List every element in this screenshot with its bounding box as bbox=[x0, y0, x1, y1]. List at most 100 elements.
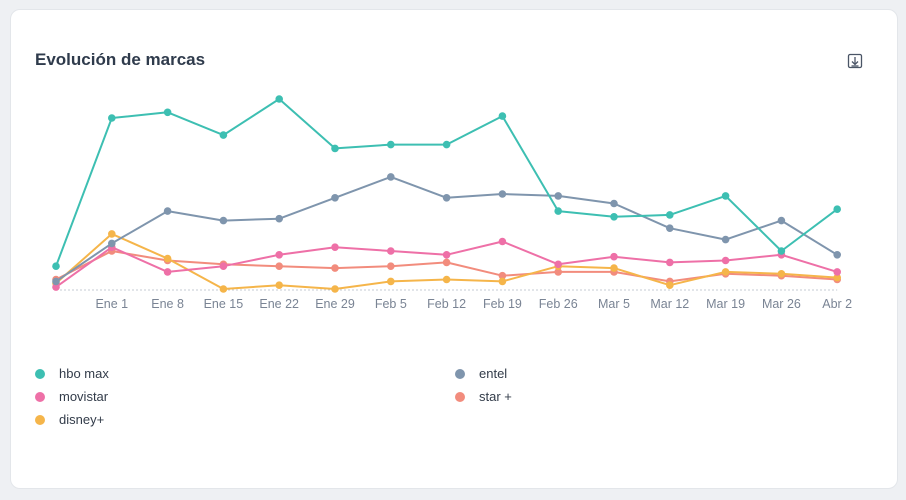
legend-marker bbox=[455, 368, 465, 379]
data-point-movistar[interactable] bbox=[554, 260, 562, 269]
x-tick-label: Ene 15 bbox=[204, 297, 244, 311]
data-point-disney[interactable] bbox=[721, 268, 730, 276]
legend-marker bbox=[35, 414, 45, 425]
data-point-entel[interactable] bbox=[219, 216, 228, 225]
data-point-movistar[interactable] bbox=[442, 251, 451, 259]
series-entel bbox=[52, 173, 841, 286]
data-point-disney[interactable] bbox=[666, 281, 674, 290]
data-point-disney[interactable] bbox=[387, 277, 395, 286]
data-point-hbo-max[interactable] bbox=[777, 247, 786, 255]
legend-label: hbo max bbox=[59, 366, 109, 381]
data-point-hbo-max[interactable] bbox=[387, 140, 395, 149]
data-point-star[interactable] bbox=[387, 262, 395, 270]
legend-item-star[interactable]: star + bbox=[455, 389, 512, 404]
series-disney bbox=[52, 230, 841, 293]
legend-label: movistar bbox=[59, 389, 109, 404]
data-point-entel[interactable] bbox=[554, 192, 562, 200]
legend-item-movistar[interactable]: movistar bbox=[35, 389, 108, 404]
data-point-disney[interactable] bbox=[331, 285, 339, 293]
data-point-movistar[interactable] bbox=[498, 237, 507, 246]
data-point-entel[interactable] bbox=[331, 194, 339, 202]
data-point-movistar[interactable] bbox=[387, 247, 395, 255]
data-point-entel[interactable] bbox=[442, 194, 451, 202]
x-tick-label: Mar 26 bbox=[762, 297, 801, 311]
legend-item-hbo-max[interactable]: hbo max bbox=[35, 366, 109, 381]
data-point-entel[interactable] bbox=[163, 207, 172, 215]
data-point-hbo-max[interactable] bbox=[498, 112, 507, 120]
data-point-disney[interactable] bbox=[442, 275, 451, 284]
data-point-hbo-max[interactable] bbox=[163, 108, 172, 117]
data-point-hbo-max[interactable] bbox=[666, 211, 674, 219]
data-point-movistar[interactable] bbox=[331, 243, 339, 251]
data-point-entel[interactable] bbox=[387, 173, 395, 181]
legend-item-entel[interactable]: entel bbox=[455, 366, 507, 381]
chart-card: Evolución de marcas Ene 1 Ene 8 Ene 15 Ene … bbox=[10, 9, 898, 489]
data-point-star[interactable] bbox=[554, 268, 562, 276]
series-hbo-max bbox=[52, 95, 841, 270]
line-chart: Ene 1 Ene 8 Ene 15 Ene 22 Ene 29 Feb 5 Feb 12 F… bbox=[52, 95, 852, 311]
data-point-movistar[interactable] bbox=[721, 256, 730, 265]
data-point-disney[interactable] bbox=[219, 285, 228, 293]
series-movistar bbox=[52, 237, 841, 291]
legend-marker bbox=[455, 391, 465, 402]
data-point-movistar[interactable] bbox=[52, 283, 60, 291]
x-tick-label: Feb 26 bbox=[539, 297, 578, 311]
data-point-disney[interactable] bbox=[833, 273, 841, 282]
data-point-star[interactable] bbox=[442, 258, 451, 267]
data-point-entel[interactable] bbox=[610, 199, 618, 208]
data-point-entel[interactable] bbox=[498, 190, 507, 198]
legend-label: disney+ bbox=[59, 412, 105, 427]
data-point-entel[interactable] bbox=[777, 216, 786, 225]
data-point-hbo-max[interactable] bbox=[833, 205, 841, 213]
download-icon[interactable] bbox=[847, 53, 863, 69]
data-point-hbo-max[interactable] bbox=[721, 192, 730, 200]
data-point-entel[interactable] bbox=[833, 251, 841, 259]
x-tick-label: Mar 5 bbox=[598, 297, 630, 311]
data-point-entel[interactable] bbox=[666, 224, 674, 232]
data-point-star[interactable] bbox=[275, 262, 284, 270]
data-point-hbo-max[interactable] bbox=[52, 262, 60, 270]
data-point-movistar[interactable] bbox=[666, 258, 674, 267]
x-tick-label: Ene 8 bbox=[151, 297, 184, 311]
data-point-movistar[interactable] bbox=[833, 268, 841, 276]
data-point-hbo-max[interactable] bbox=[610, 213, 618, 221]
x-tick-label: Feb 5 bbox=[375, 297, 407, 311]
series-line-hbo-max bbox=[55, 98, 838, 267]
x-tick-label: Abr 2 bbox=[822, 297, 852, 311]
data-point-movistar[interactable] bbox=[163, 268, 172, 276]
data-point-disney[interactable] bbox=[275, 281, 284, 290]
data-point-hbo-max[interactable] bbox=[219, 131, 228, 139]
legend-item-disney[interactable]: disney+ bbox=[35, 412, 104, 427]
data-point-disney[interactable] bbox=[777, 270, 786, 278]
data-point-entel[interactable] bbox=[275, 214, 284, 223]
data-point-entel[interactable] bbox=[721, 235, 730, 244]
data-point-star[interactable] bbox=[498, 271, 507, 280]
x-tick-label: Ene 29 bbox=[315, 297, 355, 311]
x-tick-label: Mar 12 bbox=[650, 297, 689, 311]
x-tick-label: Ene 22 bbox=[259, 297, 299, 311]
legend-marker bbox=[35, 391, 45, 402]
x-tick-label: Feb 19 bbox=[483, 297, 522, 311]
data-point-disney[interactable] bbox=[108, 230, 116, 238]
legend-label: entel bbox=[479, 366, 508, 381]
chart-title: Evolución de marcas bbox=[35, 50, 206, 69]
data-point-movistar[interactable] bbox=[275, 251, 284, 259]
data-point-entel[interactable] bbox=[108, 239, 116, 248]
data-point-hbo-max[interactable] bbox=[331, 144, 339, 153]
x-tick-label: Feb 12 bbox=[427, 297, 466, 311]
data-point-hbo-max[interactable] bbox=[275, 95, 284, 103]
data-point-disney[interactable] bbox=[610, 264, 618, 272]
data-point-disney[interactable] bbox=[163, 254, 172, 263]
data-point-hbo-max[interactable] bbox=[442, 140, 451, 149]
data-point-hbo-max[interactable] bbox=[108, 114, 116, 122]
x-tick-label: Ene 1 bbox=[95, 297, 128, 311]
legend-label: star + bbox=[479, 389, 512, 404]
data-point-hbo-max[interactable] bbox=[554, 207, 562, 215]
legend-marker bbox=[35, 368, 45, 379]
x-tick-label: Mar 19 bbox=[706, 297, 745, 311]
data-point-entel[interactable] bbox=[52, 277, 60, 286]
data-point-movistar[interactable] bbox=[219, 262, 228, 270]
data-point-movistar[interactable] bbox=[610, 252, 618, 261]
data-point-disney[interactable] bbox=[498, 277, 507, 286]
data-point-star[interactable] bbox=[331, 264, 339, 272]
